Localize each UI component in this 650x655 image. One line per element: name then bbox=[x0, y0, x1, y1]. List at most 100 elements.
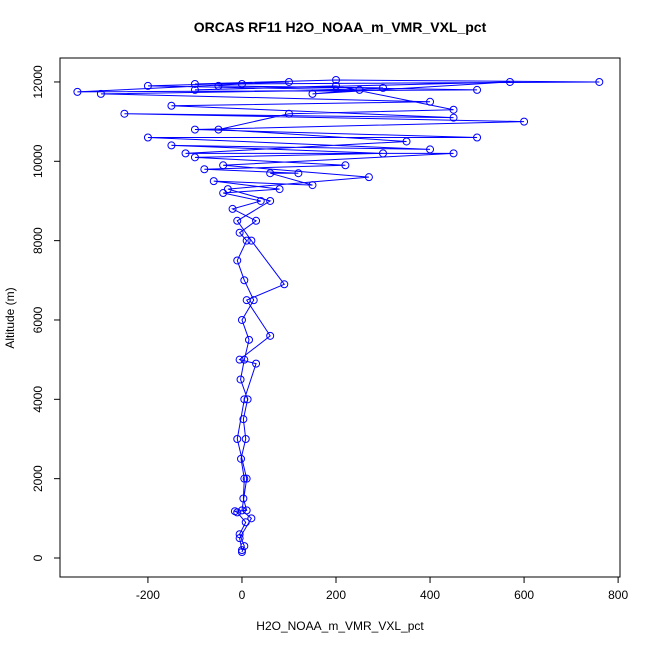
x-tick-label: 400 bbox=[420, 588, 440, 602]
data-point bbox=[235, 530, 244, 539]
y-tick-label: 8000 bbox=[31, 227, 45, 254]
data-line bbox=[77, 79, 600, 553]
data-point bbox=[239, 494, 248, 503]
data-point bbox=[223, 185, 232, 194]
data-point bbox=[143, 81, 152, 90]
data-point bbox=[190, 153, 199, 162]
data-point bbox=[275, 185, 284, 194]
data-point bbox=[252, 216, 261, 225]
data-point bbox=[240, 355, 249, 364]
data-point bbox=[402, 137, 411, 146]
x-tick-label: 600 bbox=[514, 588, 534, 602]
data-point bbox=[200, 165, 209, 174]
data-point bbox=[473, 133, 482, 142]
data-point bbox=[240, 276, 249, 285]
y-tick-label: 12000 bbox=[31, 65, 45, 99]
data-point bbox=[449, 113, 458, 122]
data-point bbox=[214, 81, 223, 90]
data-point bbox=[167, 141, 176, 150]
data-point bbox=[449, 149, 458, 158]
data-point bbox=[233, 256, 242, 265]
data-point bbox=[308, 181, 317, 190]
data-point bbox=[209, 177, 218, 186]
data-point bbox=[426, 97, 435, 106]
data-point bbox=[235, 355, 244, 364]
data-point bbox=[379, 83, 388, 92]
data-point bbox=[308, 89, 317, 98]
data-point bbox=[241, 518, 250, 527]
data-point bbox=[237, 454, 246, 463]
x-axis-label: H2O_NOAA_m_VMR_VXL_pct bbox=[256, 619, 424, 633]
y-tick-label: 2000 bbox=[31, 465, 45, 492]
data-point bbox=[379, 149, 388, 158]
y-tick-label: 0 bbox=[31, 554, 45, 561]
data-point bbox=[237, 546, 246, 555]
data-point bbox=[294, 169, 303, 178]
data-point bbox=[190, 125, 199, 134]
y-axis-label: Altitude (m) bbox=[3, 287, 17, 348]
data-point bbox=[233, 434, 242, 443]
data-point bbox=[73, 87, 82, 96]
data-point bbox=[449, 105, 458, 114]
data-point bbox=[190, 79, 199, 88]
data-point bbox=[247, 514, 256, 523]
data-point bbox=[332, 75, 341, 84]
data-point bbox=[595, 77, 604, 86]
data-point bbox=[505, 77, 514, 86]
data-point bbox=[236, 375, 245, 384]
data-point bbox=[242, 474, 251, 483]
data-point bbox=[341, 161, 350, 170]
data-point bbox=[284, 109, 293, 118]
data-point bbox=[235, 534, 244, 543]
data-point bbox=[473, 85, 482, 94]
data-point bbox=[243, 395, 252, 404]
data-point bbox=[96, 89, 105, 98]
x-tick-label: -200 bbox=[136, 588, 160, 602]
data-point bbox=[252, 359, 261, 368]
data-point bbox=[120, 109, 129, 118]
data-point bbox=[284, 77, 293, 86]
x-tick-label: 0 bbox=[239, 588, 246, 602]
data-point bbox=[247, 236, 256, 245]
data-point bbox=[280, 280, 289, 289]
data-point bbox=[355, 85, 364, 94]
data-point bbox=[235, 228, 244, 237]
data-point bbox=[242, 506, 251, 515]
y-tick-label: 10000 bbox=[31, 144, 45, 178]
data-point bbox=[240, 395, 249, 404]
data-point bbox=[245, 335, 254, 344]
data-point bbox=[190, 85, 199, 94]
data-point bbox=[228, 204, 237, 213]
data-point bbox=[181, 149, 190, 158]
data-point bbox=[520, 117, 529, 126]
data-point bbox=[364, 173, 373, 182]
data-point bbox=[167, 101, 176, 110]
data-point bbox=[266, 169, 275, 178]
data-point bbox=[256, 196, 265, 205]
data-point bbox=[242, 236, 251, 245]
data-point bbox=[219, 161, 228, 170]
data-point bbox=[237, 506, 246, 515]
data-point bbox=[266, 196, 275, 205]
data-point bbox=[233, 216, 242, 225]
x-tick-label: 200 bbox=[326, 588, 346, 602]
data-point bbox=[266, 331, 275, 340]
data-point bbox=[242, 296, 251, 305]
chart-title: ORCAS RF11 H2O_NOAA_m_VMR_VXL_pct bbox=[194, 19, 487, 35]
data-point bbox=[241, 434, 250, 443]
data-point bbox=[239, 415, 248, 424]
data-point bbox=[237, 315, 246, 324]
y-tick-label: 4000 bbox=[31, 386, 45, 413]
data-point bbox=[426, 145, 435, 154]
y-tick-label: 6000 bbox=[31, 306, 45, 333]
data-point bbox=[237, 79, 246, 88]
data-point bbox=[219, 189, 228, 198]
data-point bbox=[332, 81, 341, 90]
data-point bbox=[143, 133, 152, 142]
data-point bbox=[240, 542, 249, 551]
data-point bbox=[214, 125, 223, 134]
data-point bbox=[240, 474, 249, 483]
x-tick-label: 800 bbox=[608, 588, 628, 602]
